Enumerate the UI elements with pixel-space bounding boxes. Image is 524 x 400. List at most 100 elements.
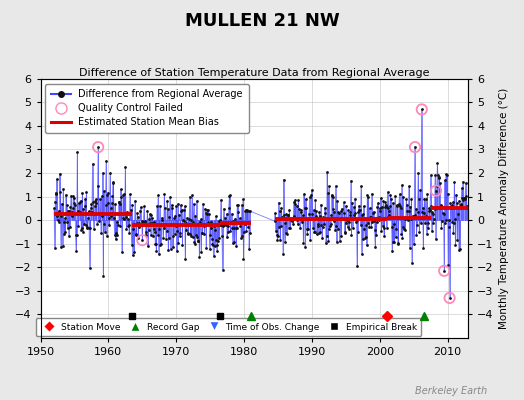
Point xyxy=(363,242,371,249)
Point xyxy=(203,207,212,213)
Point xyxy=(328,192,336,198)
Point xyxy=(289,216,297,222)
Point xyxy=(179,218,188,224)
Point xyxy=(406,204,414,210)
Point xyxy=(323,169,331,175)
Point xyxy=(228,240,237,246)
Point xyxy=(297,209,305,216)
Point xyxy=(88,209,96,215)
Point xyxy=(53,176,61,182)
Y-axis label: Monthly Temperature Anomaly Difference (°C): Monthly Temperature Anomaly Difference (… xyxy=(499,88,509,329)
Point xyxy=(311,197,320,203)
Point xyxy=(403,208,412,215)
Point xyxy=(189,219,198,225)
Point xyxy=(101,202,110,208)
Point xyxy=(57,244,65,250)
Point xyxy=(57,213,66,219)
Point xyxy=(402,196,410,202)
Point xyxy=(272,216,280,222)
Point xyxy=(62,192,70,198)
Point xyxy=(430,215,438,222)
Point xyxy=(300,205,309,212)
Point xyxy=(138,237,147,243)
Point xyxy=(107,205,115,212)
Point xyxy=(236,223,244,230)
Point xyxy=(163,198,171,204)
Point xyxy=(412,206,420,212)
Point xyxy=(84,214,92,221)
Point xyxy=(390,239,399,245)
Point xyxy=(223,223,232,230)
Point xyxy=(203,211,211,217)
Point xyxy=(236,219,245,225)
Point xyxy=(146,211,154,217)
Point xyxy=(447,202,456,209)
Point xyxy=(407,216,415,222)
Point xyxy=(220,222,228,228)
Point xyxy=(97,193,106,200)
Point xyxy=(164,247,172,253)
Point xyxy=(235,215,244,222)
Point xyxy=(358,236,367,242)
Point xyxy=(96,196,104,202)
Point xyxy=(175,212,183,219)
Point xyxy=(283,212,292,218)
Point xyxy=(336,208,345,214)
Point xyxy=(50,244,59,251)
Point xyxy=(380,232,388,239)
Point xyxy=(340,199,348,206)
Point xyxy=(292,215,300,221)
Point xyxy=(222,222,230,228)
Point xyxy=(68,208,77,215)
Point xyxy=(208,241,216,248)
Point xyxy=(130,248,138,255)
Point xyxy=(376,207,385,214)
Point xyxy=(80,221,88,228)
Point xyxy=(366,214,375,220)
Point xyxy=(155,226,163,232)
Point xyxy=(426,207,434,213)
Point xyxy=(174,240,183,246)
Point xyxy=(92,200,101,206)
Point xyxy=(117,194,126,200)
Point xyxy=(343,224,352,230)
Point xyxy=(241,208,249,214)
Point xyxy=(105,214,114,221)
Point xyxy=(199,221,208,228)
Point xyxy=(308,210,316,217)
Point xyxy=(116,223,124,229)
Point xyxy=(335,238,344,244)
Point xyxy=(337,233,345,239)
Point xyxy=(397,230,406,237)
Point xyxy=(191,241,199,247)
Point xyxy=(329,194,337,200)
Point xyxy=(373,219,381,226)
Point xyxy=(302,226,311,232)
Point xyxy=(285,224,293,231)
Point xyxy=(114,199,123,206)
Point xyxy=(442,171,450,178)
Point xyxy=(144,243,152,250)
Point xyxy=(372,232,380,238)
Point xyxy=(434,174,443,181)
Point xyxy=(275,224,283,230)
Point xyxy=(139,222,147,229)
Point xyxy=(166,246,174,252)
Point xyxy=(213,247,221,254)
Point xyxy=(237,202,246,208)
Point xyxy=(377,228,386,235)
Point xyxy=(90,226,98,232)
Point xyxy=(65,208,73,214)
Point xyxy=(461,194,470,201)
Point xyxy=(276,208,284,214)
Point xyxy=(73,149,81,155)
Point xyxy=(162,228,171,234)
Point xyxy=(150,226,158,232)
Point xyxy=(114,222,122,228)
Point xyxy=(334,209,343,215)
Point xyxy=(348,200,356,206)
Point xyxy=(457,200,465,207)
Point xyxy=(444,262,452,268)
Point xyxy=(161,204,169,211)
Point xyxy=(113,232,122,238)
